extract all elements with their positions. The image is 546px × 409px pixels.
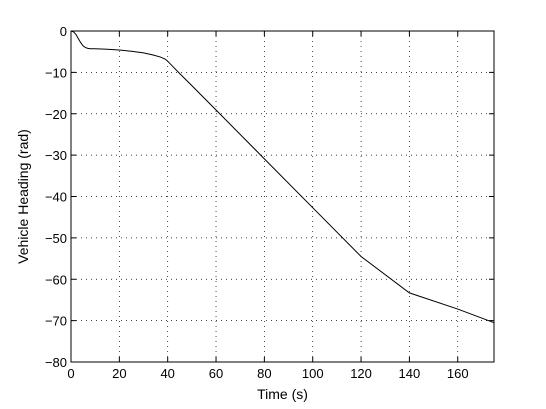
axis-ticks bbox=[70, 30, 494, 363]
x-tick-label: 20 bbox=[112, 366, 126, 381]
x-tick-label: 0 bbox=[67, 366, 74, 381]
y-tick-label: −10 bbox=[45, 65, 67, 80]
x-tick-label: 120 bbox=[350, 366, 372, 381]
series-line bbox=[70, 30, 495, 324]
x-tick-label: 160 bbox=[447, 366, 469, 381]
y-tick-label: −70 bbox=[45, 314, 67, 329]
y-axis-label: Vehicle Heading (rad) bbox=[15, 129, 31, 264]
grid bbox=[71, 31, 494, 362]
y-tick-label: 0 bbox=[60, 24, 67, 39]
x-tick-label: 40 bbox=[160, 366, 174, 381]
y-tick-label: −40 bbox=[45, 190, 67, 205]
x-tick-label: 60 bbox=[209, 366, 223, 381]
x-tick-label: 140 bbox=[399, 366, 421, 381]
x-tick-label: 100 bbox=[302, 366, 324, 381]
y-tick-label: −50 bbox=[45, 231, 67, 246]
series-layer bbox=[70, 30, 495, 324]
x-axis-label: Time (s) bbox=[257, 386, 308, 402]
x-tick-label: 80 bbox=[257, 366, 271, 381]
y-tick-label: −80 bbox=[45, 355, 67, 370]
y-tick-label: −60 bbox=[45, 272, 67, 287]
y-tick-label: −30 bbox=[45, 148, 67, 163]
tick-labels: 0 20 40 60 80 100 120 140 160 0 −10 −20 −30 −40 −50 −60… bbox=[45, 24, 469, 381]
y-tick-label: −20 bbox=[45, 107, 67, 122]
